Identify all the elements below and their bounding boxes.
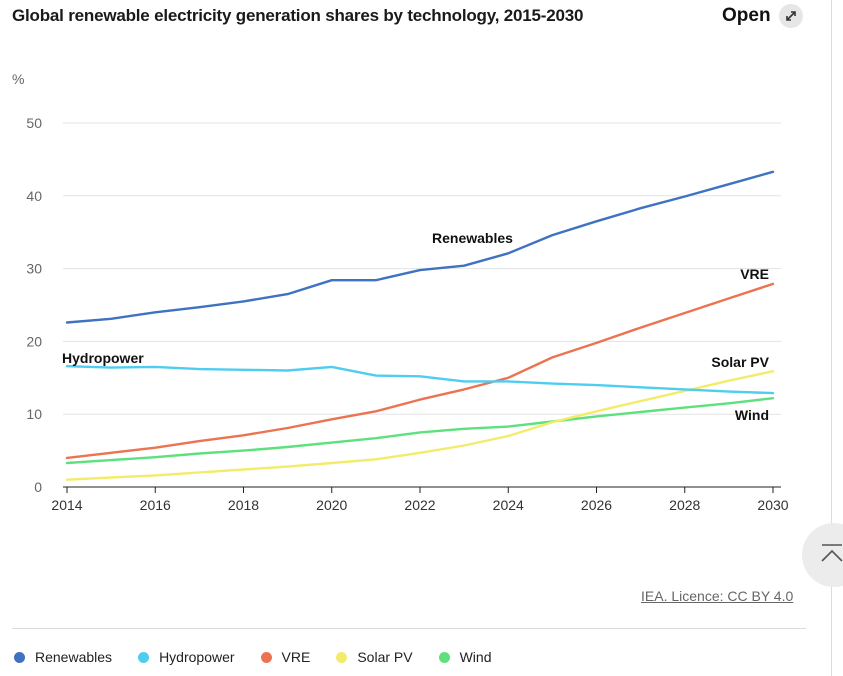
chart-title: Global renewable electricity generation … — [12, 6, 584, 25]
legend: Renewables Hydropower VRE Solar PV Wind — [14, 649, 518, 665]
legend-marker — [138, 651, 150, 663]
y-tick-label: 0 — [34, 479, 42, 495]
series-label-solar-pv: Solar PV — [711, 354, 769, 370]
legend-marker — [14, 651, 25, 663]
legend-divider — [12, 628, 806, 629]
legend-label: Solar PV — [357, 649, 413, 665]
y-tick-label: 20 — [26, 333, 42, 349]
legend-item-hydropower[interactable]: Hydropower — [138, 649, 235, 665]
legend-item-solar-pv[interactable]: Solar PV — [336, 649, 413, 665]
legend-item-renewables[interactable]: Renewables — [14, 649, 112, 665]
legend-label: Hydropower — [159, 649, 235, 665]
x-tick-label: 2022 — [404, 497, 435, 513]
legend-label: Renewables — [35, 649, 113, 665]
legend-marker — [438, 651, 450, 663]
x-tick-label: 2020 — [316, 497, 347, 513]
licence-link[interactable]: IEA. Licence: CC BY 4.0 — [641, 588, 794, 604]
series-line-hydropower — [65, 365, 775, 395]
series-line-solar-pv — [65, 370, 775, 481]
x-tick-label: 2024 — [493, 497, 524, 513]
external-expand-icon[interactable] — [778, 4, 803, 28]
y-tick-label: 10 — [26, 406, 42, 422]
x-tick-label: 2026 — [581, 497, 612, 513]
legend-label: Wind — [459, 649, 492, 665]
x-tick-label: 2018 — [228, 497, 259, 513]
series-line-renewables — [65, 170, 775, 324]
legend-item-vre[interactable]: VRE — [260, 649, 311, 665]
x-tick-label: 2030 — [757, 497, 788, 513]
y-tick-label: 40 — [26, 188, 42, 204]
legend-item-wind[interactable]: Wind — [438, 649, 492, 665]
x-tick-label: 2014 — [51, 497, 82, 513]
x-tick-label: 2016 — [140, 497, 171, 513]
chevron-up-icon — [821, 544, 843, 562]
series-line-wind — [65, 397, 775, 465]
y-tick-label: 30 — [26, 261, 42, 277]
series-label-hydropower: Hydropower — [62, 350, 144, 366]
legend-marker — [336, 651, 348, 663]
y-tick-label: 50 — [26, 115, 42, 131]
panel-divider — [831, 0, 832, 676]
open-link[interactable]: Open — [722, 4, 803, 28]
series-line-vre — [65, 282, 775, 460]
scroll-to-top-button[interactable] — [802, 523, 843, 587]
legend-label: VRE — [281, 649, 311, 665]
series-label-vre: VRE — [740, 266, 769, 282]
series-label-renewables: Renewables — [432, 230, 513, 246]
y-axis-unit: % — [12, 71, 24, 87]
open-label: Open — [722, 5, 771, 26]
x-tick-label: 2028 — [669, 497, 700, 513]
series-label-wind: Wind — [735, 407, 769, 423]
legend-marker — [260, 651, 272, 663]
